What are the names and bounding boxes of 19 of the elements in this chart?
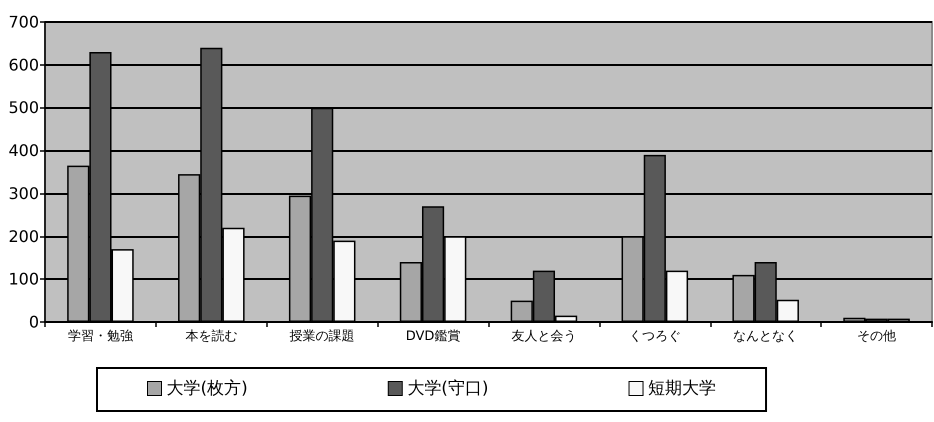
x-tick-label: DVD鑑賞 [406, 329, 460, 344]
y-tick-label: 700 [8, 12, 39, 32]
legend-label: 短期大学 [648, 378, 716, 398]
y-tick-label: 200 [8, 226, 39, 246]
x-tick-label: 友人と会う [511, 329, 576, 344]
x-tick-label: その他 [857, 329, 896, 344]
y-tick-label: 300 [8, 184, 39, 203]
x-tick-label: なんとなく [733, 329, 798, 344]
y-tick-label: 500 [8, 98, 39, 118]
legend-label: 大学(守口) [407, 378, 489, 398]
y-tick-label: 100 [8, 270, 39, 289]
y-tick-label: 400 [8, 141, 39, 160]
x-tick-label: 本を読む [185, 329, 238, 344]
x-tick-label: くつろぐ [628, 329, 681, 344]
legend-label: 大学(枚方) [166, 378, 248, 398]
y-tick-label: 600 [8, 55, 39, 74]
y-tick-label: 0 [28, 312, 39, 332]
x-tick-label: 授業の課題 [290, 329, 355, 344]
x-tick-label: 学習・勉強 [68, 329, 133, 344]
